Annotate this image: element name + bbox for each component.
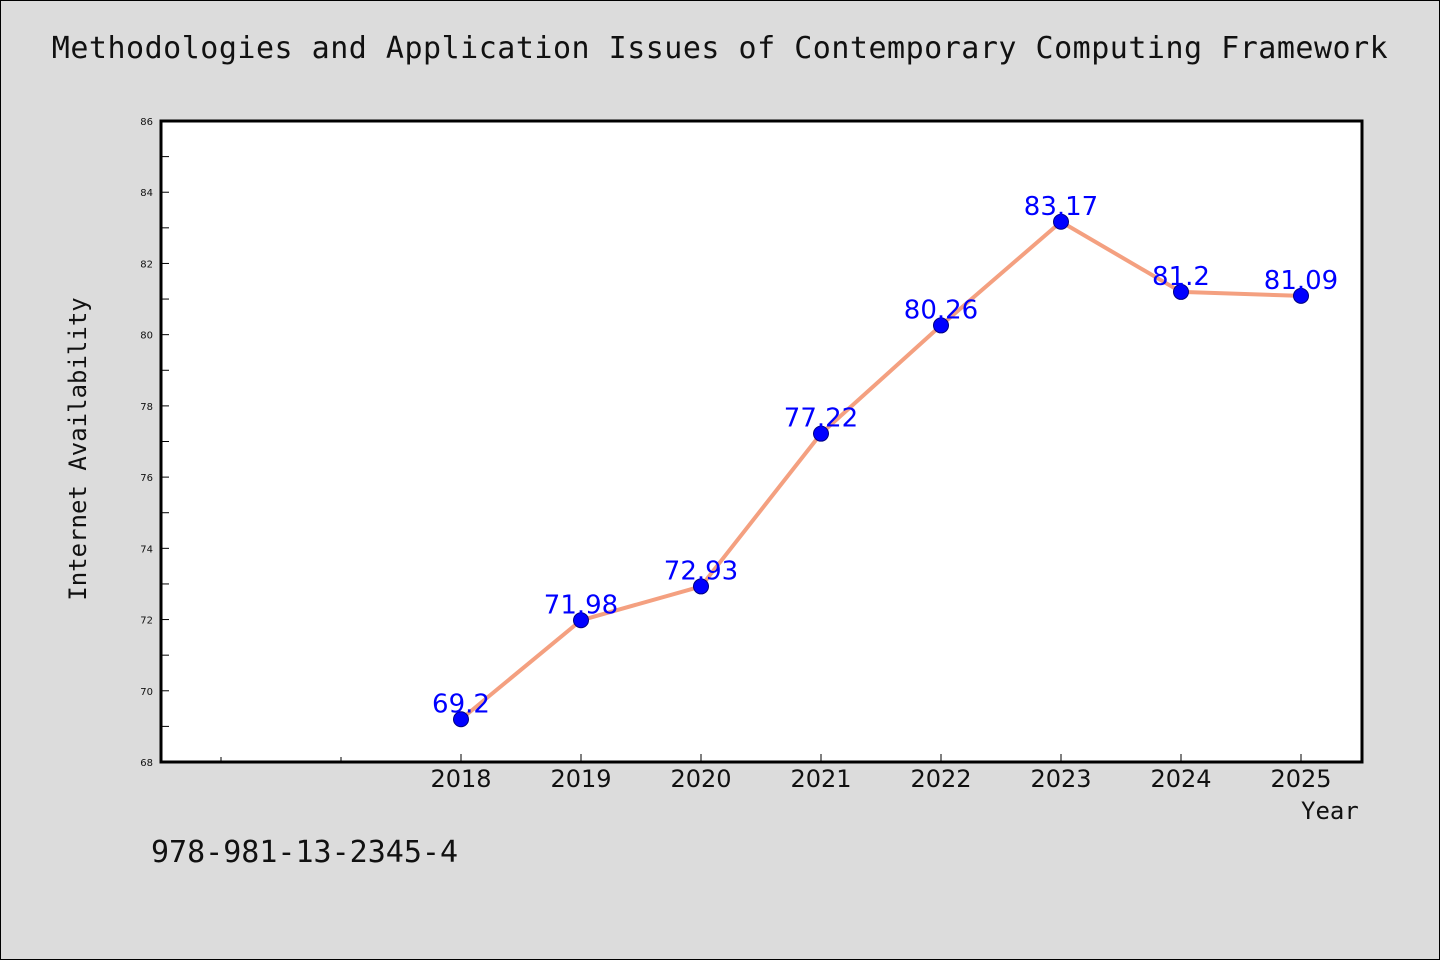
x-tick-label: 2025: [1270, 765, 1331, 793]
y-tick-label: 70: [140, 687, 153, 698]
plot-area: [159, 119, 1364, 764]
data-label: 81.2: [1152, 262, 1210, 292]
x-tick-label: 2023: [1030, 765, 1091, 793]
x-tick-label: 2020: [670, 765, 731, 793]
data-point-marker: [933, 317, 949, 334]
x-tick-label: 2024: [1150, 765, 1211, 793]
data-label: 83.17: [1024, 192, 1098, 222]
y-tick-label: 84: [140, 188, 153, 199]
data-point-marker: [1293, 287, 1309, 304]
x-tick-label: 2019: [550, 765, 611, 793]
x-tick-label: 2018: [430, 765, 491, 793]
y-tick-label: 86: [140, 117, 153, 128]
data-label: 71.98: [544, 590, 618, 620]
data-label: 69.2: [432, 689, 490, 719]
x-tick-label: 2022: [910, 765, 971, 793]
data-label: 81.09: [1264, 266, 1338, 296]
data-label: 77.22: [784, 404, 858, 434]
y-tick-label: 80: [140, 331, 153, 342]
y-tick-label: 76: [140, 473, 153, 484]
y-tick-label: 72: [140, 616, 153, 627]
isbn-text: 978-981-13-2345-4: [151, 835, 459, 870]
x-tick-label: 2021: [790, 765, 851, 793]
data-label: 72.93: [664, 556, 738, 586]
x-axis-label: Year: [1301, 797, 1359, 825]
y-tick-label: 68: [140, 758, 153, 769]
data-label: 80.26: [904, 295, 978, 325]
y-tick-label: 74: [140, 544, 153, 555]
data-point-marker: [1173, 283, 1189, 300]
data-point-marker: [453, 711, 469, 728]
data-point-marker: [1053, 213, 1069, 230]
data-point-marker: [813, 425, 829, 442]
data-point-marker: [573, 612, 589, 629]
y-tick-label: 78: [140, 402, 153, 413]
data-point-marker: [693, 578, 709, 595]
series-line: [459, 219, 1302, 721]
y-tick-label: 82: [140, 259, 153, 270]
chart-title: Methodologies and Application Issues of …: [51, 31, 1389, 66]
